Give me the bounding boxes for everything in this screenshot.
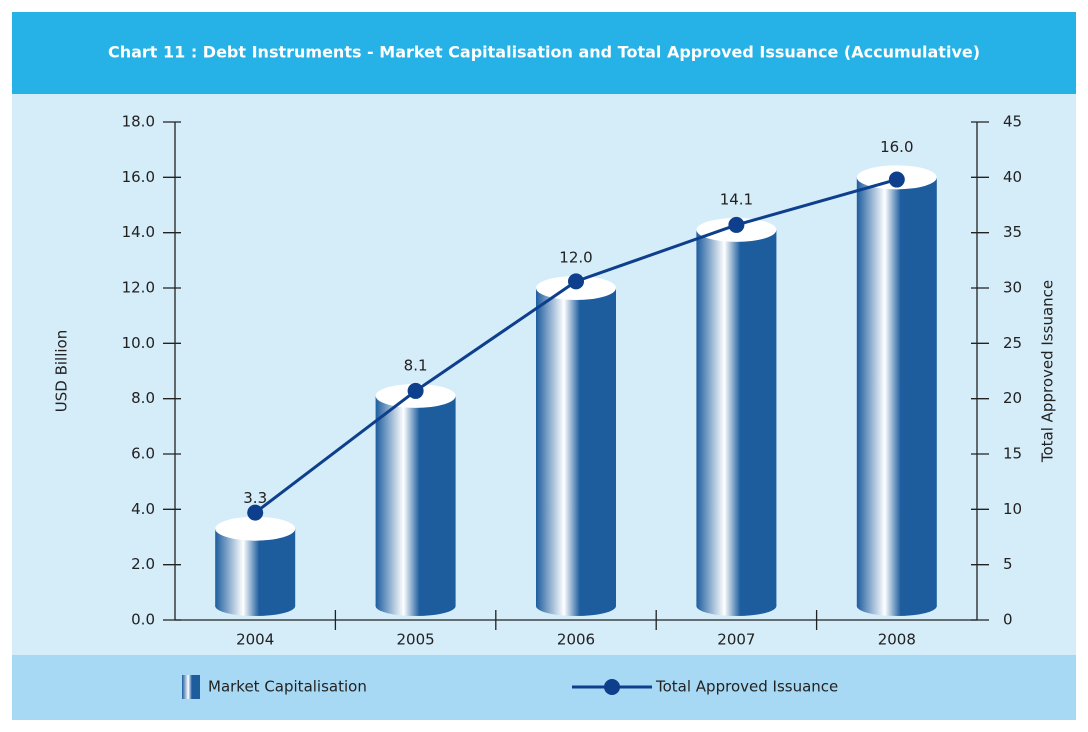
bar-bottom (215, 596, 296, 616)
y2-tick-label: 25 (1003, 334, 1022, 352)
line-point (888, 171, 905, 188)
y-tick-label: 6.0 (131, 445, 155, 463)
y2-axis-label: Total Approved Issuance (1039, 280, 1057, 463)
bar-top (215, 516, 296, 541)
y2-tick-label: 0 (1003, 611, 1013, 629)
bar-body (536, 288, 616, 606)
y2-tick-label: 20 (1003, 389, 1022, 407)
y-tick-label: 10.0 (122, 334, 155, 352)
y-tick-label: 0.0 (131, 611, 155, 629)
y2-tick-label: 15 (1003, 445, 1022, 463)
bar-body (856, 177, 937, 607)
line-point (247, 504, 264, 521)
x-tick-label: 2004 (236, 631, 274, 649)
bar-body (696, 229, 777, 606)
data-label: 16.0 (880, 138, 913, 156)
y2-tick-label: 35 (1003, 223, 1022, 241)
legend-dot (604, 679, 620, 695)
y-tick-label: 14.0 (122, 223, 155, 241)
data-label: 3.3 (243, 489, 267, 507)
y2-tick-label: 45 (1003, 113, 1022, 131)
line-point (728, 216, 745, 233)
y-tick-label: 18.0 (122, 113, 155, 131)
bar-body (215, 528, 296, 606)
title-bar (12, 12, 1076, 94)
bar-bottom (696, 596, 777, 616)
bar (536, 276, 616, 616)
line-point (407, 382, 424, 399)
chart-title: Chart 11 : Debt Instruments - Market Cap… (108, 43, 980, 62)
bar-bottom (536, 596, 616, 616)
legend-band (12, 655, 1076, 720)
y-axis-label: USD Billion (53, 330, 71, 412)
y2-tick-label: 30 (1003, 279, 1022, 297)
bar-body (375, 395, 456, 606)
y2-tick-label: 5 (1003, 555, 1013, 573)
y-tick-label: 4.0 (131, 500, 155, 518)
data-label: 8.1 (404, 356, 428, 374)
data-label: 12.0 (559, 249, 592, 267)
x-tick-label: 2005 (397, 631, 435, 649)
data-label: 14.1 (720, 190, 753, 208)
bar (856, 165, 937, 616)
line-point (568, 273, 584, 290)
bar-bottom (856, 596, 937, 616)
bar (696, 217, 777, 616)
x-tick-label: 2008 (878, 631, 916, 649)
x-tick-label: 2007 (717, 631, 755, 649)
bar-bottom (375, 596, 456, 616)
y-tick-label: 2.0 (131, 555, 155, 573)
y-tick-label: 16.0 (122, 168, 155, 186)
y-tick-label: 8.0 (131, 389, 155, 407)
y2-tick-label: 40 (1003, 168, 1022, 186)
y-tick-label: 12.0 (122, 279, 155, 297)
y2-tick-label: 10 (1003, 500, 1022, 518)
x-tick-label: 2006 (557, 631, 595, 649)
bar (215, 516, 296, 616)
legend-swatch (182, 675, 200, 699)
legend-label: Total Approved Issuance (655, 678, 838, 696)
legend-label: Market Capitalisation (208, 678, 367, 696)
bar (375, 383, 456, 616)
